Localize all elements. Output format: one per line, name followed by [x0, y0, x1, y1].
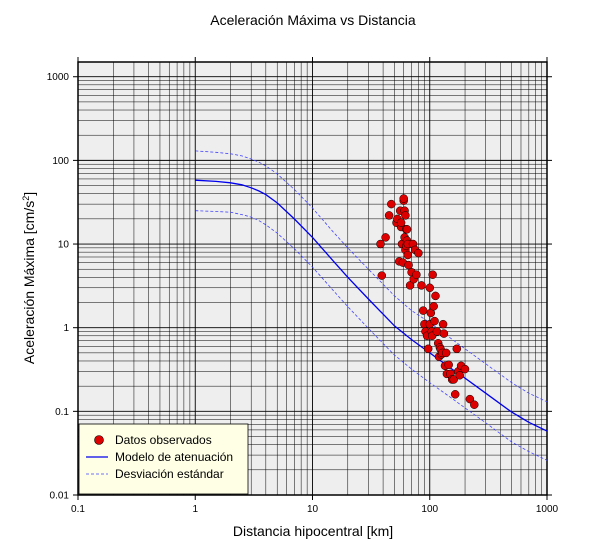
data-point	[418, 306, 428, 315]
legend-label-deviation: Desviación estándar	[115, 467, 224, 481]
data-point	[414, 248, 423, 258]
legend-label-model: Modelo de atenuación	[115, 450, 233, 464]
series-lines	[195, 150, 548, 461]
data-point	[412, 270, 421, 279]
data-point	[438, 319, 448, 329]
legend-marker-observed	[94, 435, 104, 445]
data-point	[425, 283, 435, 293]
y-tick-label: 1000	[47, 72, 70, 83]
data-point	[429, 302, 438, 311]
data-point	[423, 344, 433, 354]
y-axis-label-close: ]	[21, 192, 37, 196]
data-point	[430, 316, 439, 326]
data-point	[402, 225, 412, 234]
data-point	[431, 291, 440, 301]
data-point	[450, 390, 460, 399]
data-point	[432, 327, 442, 336]
y-tick-label: 100	[52, 156, 69, 167]
y-axis-label: Aceleración Máxima [cm/s2]	[21, 192, 37, 364]
data-point	[465, 394, 475, 404]
y-axis: 0.01 0.1 1 10 100 1000	[47, 72, 552, 502]
data-point	[403, 250, 413, 260]
data-point	[387, 199, 396, 209]
grid	[77, 62, 547, 496]
y-tick-label: 0.1	[55, 407, 69, 418]
data-point	[381, 233, 390, 242]
y-axis-label-superscript: 2	[21, 196, 31, 201]
data-point	[455, 371, 464, 380]
x-axis-label: Distancia hipocentral [km]	[233, 523, 393, 539]
y-axis-label-main: Aceleración Máxima [cm/s	[21, 201, 37, 364]
data-point	[384, 211, 394, 220]
legend-box	[78, 423, 249, 495]
observed-points	[376, 194, 479, 409]
x-tick-label: 10	[307, 504, 319, 515]
data-point	[404, 260, 413, 270]
chart-title: Aceleración Máxima vs Distancia	[210, 12, 416, 28]
data-point	[428, 270, 437, 279]
data-point	[452, 344, 462, 354]
deviation-line	[195, 150, 548, 403]
model-line	[195, 179, 548, 432]
data-point	[399, 194, 408, 203]
data-point	[376, 239, 385, 249]
y-tick-label: 0.01	[50, 491, 70, 502]
data-point	[401, 211, 410, 220]
x-tick-label: 100	[421, 504, 438, 515]
x-tick-label: 1	[192, 504, 198, 515]
y-tick-label: 10	[58, 240, 70, 251]
data-point	[417, 281, 426, 290]
x-tick-label: 0.1	[71, 504, 85, 515]
deviation-line	[195, 210, 548, 461]
data-point	[449, 375, 458, 384]
data-point	[396, 218, 406, 227]
data-point	[470, 400, 479, 409]
legend: Datos observados Modelo de atenuación De…	[78, 423, 249, 495]
data-point	[439, 329, 449, 338]
x-axis: 0.1 1 10 100 1000	[71, 57, 559, 515]
data-point	[460, 364, 470, 374]
y-tick-label: 1	[63, 323, 69, 334]
x-tick-label: 1000	[536, 504, 559, 515]
legend-label-observed: Datos observados	[115, 433, 212, 447]
data-point	[441, 348, 451, 358]
data-point	[444, 360, 453, 370]
data-point	[377, 271, 387, 280]
